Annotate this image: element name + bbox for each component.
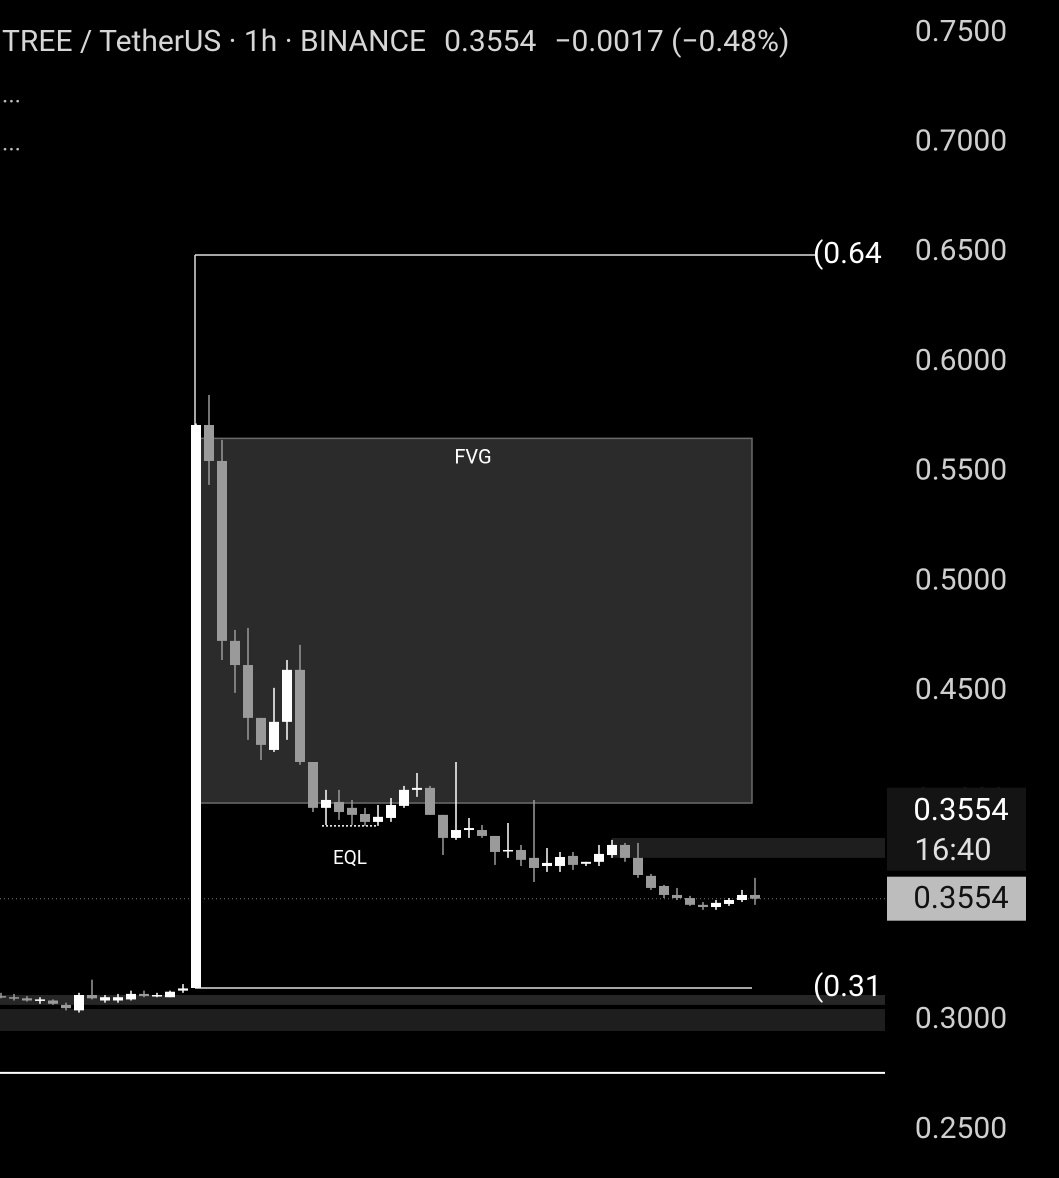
candle-body (451, 830, 461, 838)
candle-body (555, 857, 565, 867)
candle-body (113, 997, 123, 1001)
header-price: 0.3554 (444, 24, 536, 59)
candle-body (87, 995, 97, 999)
candle-body (152, 995, 162, 997)
indicator-row: ... (2, 128, 21, 156)
candle-body (308, 762, 318, 808)
candle-body (347, 807, 357, 815)
candle-body (529, 857, 539, 868)
candle-body (581, 861, 591, 864)
candle-body (711, 902, 721, 908)
candle-body (256, 717, 266, 745)
header-change: −0.0017 (−0.48%) (554, 24, 789, 59)
candle-body (568, 855, 578, 865)
countdown: 16:40 (914, 831, 991, 868)
price-axis-bg (885, 0, 1059, 1178)
candle-body (230, 640, 240, 666)
background-layer: FVG EQL (0, 437, 885, 1074)
candle-body (360, 814, 370, 822)
last-price-tag: 0.3554 (913, 879, 1008, 916)
candle-body (191, 424, 201, 988)
zone-band (612, 837, 885, 858)
fvg-box (199, 437, 753, 804)
candle-body (425, 787, 435, 815)
y-tick-label: 0.5500 (915, 453, 1007, 488)
candle-body (659, 885, 669, 895)
candle-body (542, 862, 552, 867)
candle-body (100, 997, 110, 1001)
candle-body (750, 894, 760, 899)
candle-body (74, 995, 84, 1011)
candle-body (477, 830, 487, 836)
candle-body (126, 993, 136, 1000)
candle-body (646, 875, 656, 888)
candle-body (165, 991, 175, 998)
price-tag-box (887, 787, 1026, 871)
zone-band (0, 995, 885, 1005)
candle-body (35, 999, 45, 1001)
candle-body (594, 853, 604, 862)
candle-body (737, 894, 747, 901)
symbol: TREE / TetherUS · 1h · BINANCE (2, 24, 426, 59)
candle-body (269, 721, 279, 750)
candle-body (516, 849, 526, 860)
candle-body (620, 844, 630, 858)
y-tick-label: 0.3000 (915, 1001, 1007, 1036)
candle-body (399, 789, 409, 806)
candle-body (685, 898, 695, 905)
y-tick-label: 0.2500 (915, 1111, 1007, 1146)
y-tick-label: 0.6000 (915, 343, 1007, 378)
candle-body (243, 665, 253, 718)
candle-body (373, 816, 383, 822)
candle-body (698, 904, 708, 908)
candle-body (204, 424, 214, 461)
candle-body (464, 828, 474, 831)
candle-body (321, 799, 331, 808)
candle-body (282, 669, 292, 722)
candle-body (334, 801, 344, 813)
candle-body (490, 835, 500, 852)
candle-body (438, 814, 448, 838)
candle-body (22, 998, 32, 1001)
candle-body (139, 993, 149, 997)
candle-body (48, 1000, 58, 1004)
measure-top-label: (0.64 (813, 236, 882, 271)
candle-body (386, 805, 396, 818)
y-tick-label: 0.4500 (915, 672, 1007, 707)
candle-body (607, 844, 617, 856)
candle-body (178, 988, 188, 991)
chart-title: TREE / TetherUS · 1h · BINANCE 0.3554 −0.0… (2, 24, 789, 59)
candle-body (9, 997, 19, 999)
candle-body (724, 900, 734, 904)
eql-label: EQL (333, 846, 367, 869)
candle-body (0, 996, 6, 998)
y-tick-label: 0.6500 (915, 233, 1007, 268)
candle-body (503, 849, 513, 852)
candle-body (412, 787, 422, 790)
candle-body (61, 1004, 71, 1009)
indicator-row: ... (2, 80, 21, 108)
last-price-box (887, 876, 1026, 921)
candle-body (295, 669, 305, 763)
candle-body (672, 894, 682, 899)
candle-body (633, 857, 643, 875)
y-tick-label: 0.7500 (915, 14, 1007, 49)
candle-body (217, 460, 227, 641)
fvg-label: FVG (454, 445, 491, 469)
y-tick-label: 0.7000 (915, 124, 1007, 159)
zone-band (0, 1009, 885, 1031)
y-tick-label: 0.5000 (915, 562, 1007, 597)
price-tag: 0.3554 (913, 791, 1008, 828)
measure-bottom-label: (0.31 (813, 969, 882, 1004)
